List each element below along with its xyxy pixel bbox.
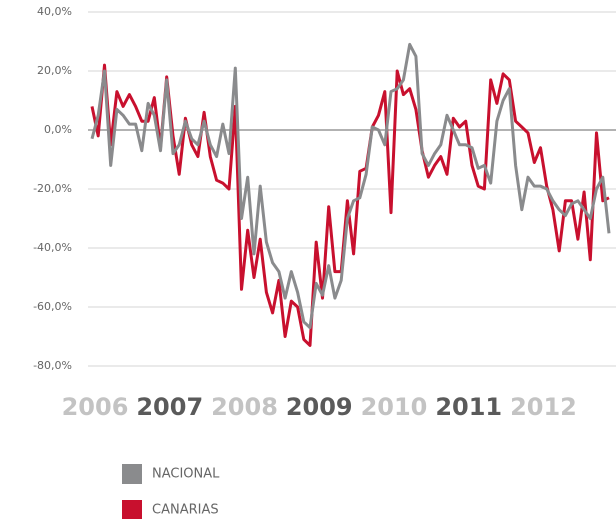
x-tick-label: 2009 [286, 393, 353, 421]
x-tick-label: 2006 [62, 393, 129, 421]
line [90, 42, 611, 330]
y-tick-label: 0,0% [44, 123, 72, 136]
line [90, 63, 610, 347]
legend-swatch [122, 464, 142, 484]
x-tick-label: 2007 [136, 393, 203, 421]
y-tick-label: -60,0% [33, 300, 72, 313]
y-tick-label: -40,0% [33, 241, 72, 254]
x-tick-label: 2011 [435, 393, 502, 421]
legend-label: CANARIAS [152, 503, 219, 518]
y-tick-label: -80,0% [33, 359, 72, 372]
y-tick-label: 40,0% [37, 5, 72, 18]
y-tick-label: -20,0% [33, 182, 72, 195]
legend-label: NACIONAL [152, 467, 220, 482]
legend-swatch [122, 500, 142, 519]
x-tick-label: 2012 [510, 393, 577, 421]
x-tick-label: 2010 [361, 393, 428, 421]
x-tick-label: 2008 [211, 393, 278, 421]
y-tick-label: 20,0% [37, 64, 72, 77]
